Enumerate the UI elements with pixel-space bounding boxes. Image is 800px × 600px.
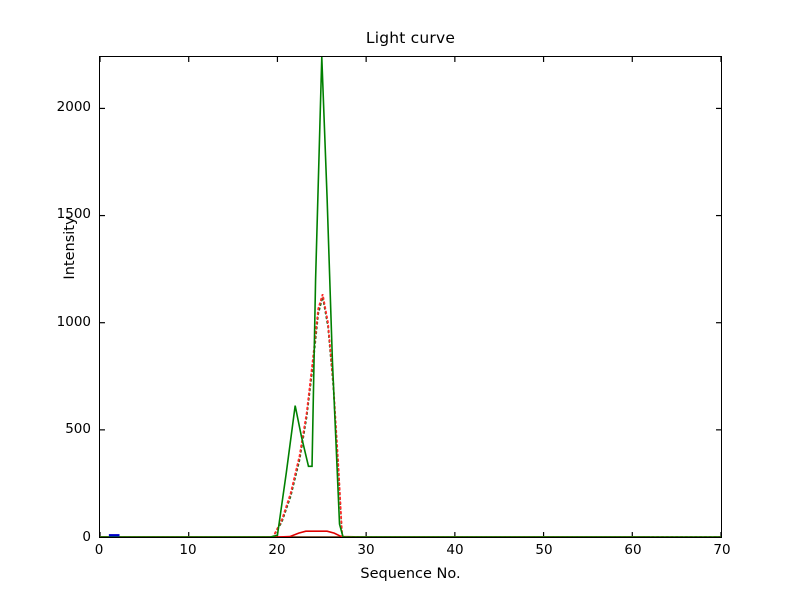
red-solid-curve — [100, 530, 721, 537]
red-dotted-curve — [100, 293, 721, 537]
y-tick-label: 1000 — [56, 313, 91, 330]
y-axis-label: Intensity — [62, 216, 78, 280]
x-tick-label: 70 — [713, 542, 731, 558]
green-dotted-curve — [100, 296, 721, 537]
x-tick-label: 60 — [624, 542, 642, 558]
plot-area — [99, 56, 722, 538]
plot-svg — [100, 57, 721, 537]
x-axis-label: Sequence No. — [360, 566, 461, 582]
y-tick-label: 500 — [65, 421, 91, 438]
x-tick-label: 40 — [446, 542, 464, 558]
x-tick-label: 0 — [94, 542, 104, 558]
y-tick-label: 0 — [82, 529, 91, 545]
chart-title: Light curve — [365, 29, 456, 47]
y-tick-label: 2000 — [56, 98, 91, 115]
x-tick-label: 50 — [535, 542, 553, 558]
x-tick-label: 20 — [268, 542, 286, 558]
x-tick-label: 30 — [357, 542, 375, 558]
green-solid-curve — [100, 57, 721, 537]
y-tick-label: 1500 — [56, 206, 91, 223]
x-tick-label: 10 — [179, 542, 197, 558]
